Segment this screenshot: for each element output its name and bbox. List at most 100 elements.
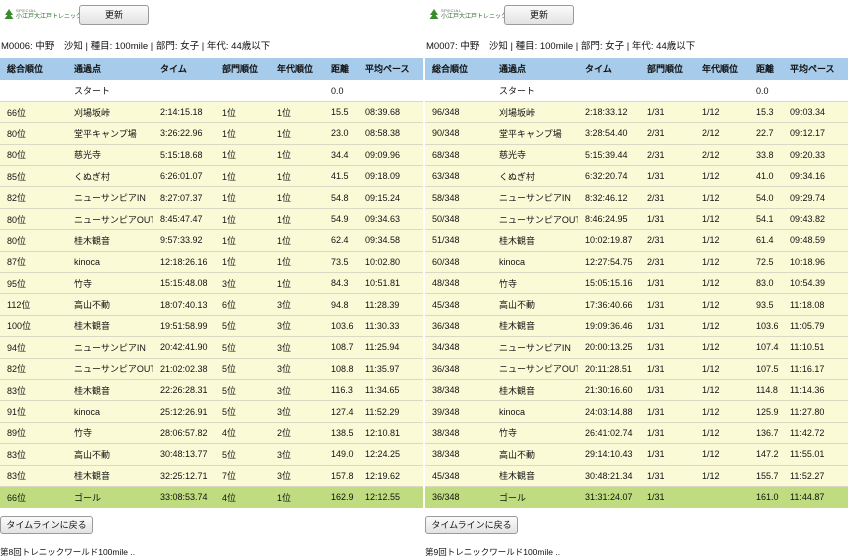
cell-split-time: 19:09:36.46 xyxy=(578,315,640,338)
cell-split-time: 6:26:01.07 xyxy=(153,165,215,188)
cell-split-time: 8:46:24.95 xyxy=(578,208,640,231)
cell-distance: 108.8 xyxy=(324,358,358,380)
cell-age-rank: 1/12 xyxy=(695,400,749,423)
cell-age-rank: 1/12 xyxy=(695,186,749,209)
cell-avg-pace: 09:20.33 xyxy=(783,144,848,167)
cell-distance: 41.0 xyxy=(749,165,783,188)
cell-avg-pace: 09:09.96 xyxy=(358,144,423,167)
event-logo: SPECIAL 小江戸大江戸トレニックワールド xyxy=(4,8,106,22)
cell-division-rank: 1位 xyxy=(215,144,270,167)
cell-age-rank: 2/12 xyxy=(695,122,749,145)
cell-distance: 72.5 xyxy=(749,251,783,274)
back-to-timeline-button[interactable]: タイムラインに戻る xyxy=(0,516,93,534)
split-table: 総合順位 通過点 タイム 部門順位 年代順位 距離 平均ペース スタート 0.0 96/348 刈… xyxy=(425,58,848,508)
cell-division-rank: 4位 xyxy=(215,422,270,445)
cell-avg-pace: 10:18.96 xyxy=(783,251,848,274)
cell-overall-rank: 82位 xyxy=(0,186,67,209)
cell-division-rank xyxy=(640,80,695,102)
split-table: 総合順位 通過点 タイム 部門順位 年代順位 距離 平均ペース スタート 0.0 66位 刈場坂峠… xyxy=(0,58,423,508)
cell-age-rank: 1位 xyxy=(270,186,324,209)
cell-checkpoint: 堂平キャンプ場 xyxy=(492,122,578,145)
cell-age-rank: 1位 xyxy=(270,165,324,188)
cell-checkpoint: kinoca xyxy=(67,400,153,423)
table-row: 48/348 竹寺 15:05:15.16 1/31 1/12 83.0 10:54.39 xyxy=(425,272,848,295)
footer-event-link[interactable]: 第8回トレニックワールド100mile .. xyxy=(0,547,136,557)
table-row: 96/348 刈場坂峠 2:18:33.12 1/31 1/12 15.3 09:03.34 xyxy=(425,101,848,124)
cell-age-rank: 2位 xyxy=(270,422,324,445)
cell-division-rank: 1/31 xyxy=(640,101,695,124)
cell-split-time xyxy=(153,80,215,102)
cell-checkpoint: 桂木観音 xyxy=(67,379,153,402)
cell-avg-pace: 11:35.97 xyxy=(358,358,423,380)
table-row: 63/348 くぬぎ村 6:32:20.74 1/31 1/12 41.0 09:34.16 xyxy=(425,165,848,188)
cell-checkpoint: 桂木観音 xyxy=(67,465,153,487)
cell-split-time: 5:15:39.44 xyxy=(578,144,640,167)
cell-checkpoint: kinoca xyxy=(492,251,578,274)
refresh-button[interactable]: 更新 xyxy=(79,5,149,25)
cell-split-time: 28:06:57.82 xyxy=(153,422,215,445)
cell-overall-rank: 85位 xyxy=(0,165,67,188)
cell-overall-rank: 80位 xyxy=(0,144,67,167)
column-header-distance: 距離 xyxy=(749,58,783,81)
cell-age-rank xyxy=(270,80,324,102)
top-bar: SPECIAL 小江戸大江戸トレニックワールド 更新 xyxy=(425,5,848,25)
cell-distance: 84.3 xyxy=(324,272,358,295)
cell-overall-rank: 50/348 xyxy=(425,208,492,231)
cell-checkpoint: スタート xyxy=(492,80,578,102)
cell-checkpoint: ニューサンピアIN xyxy=(67,336,153,359)
cell-overall-rank: 36/348 xyxy=(425,315,492,338)
cell-division-rank: 1位 xyxy=(215,101,270,124)
table-row: 82位 ニューサンピアIN 8:27:07.37 1位 1位 54.8 09:15.24 xyxy=(0,186,423,209)
cell-overall-rank: 112位 xyxy=(0,293,67,316)
cell-avg-pace: 09:34.58 xyxy=(358,229,423,252)
cell-overall-rank: 83位 xyxy=(0,443,67,466)
cell-avg-pace: 11:16.17 xyxy=(783,358,848,380)
cell-checkpoint: 高山不動 xyxy=(67,443,153,466)
cell-division-rank: 2/31 xyxy=(640,144,695,167)
cell-checkpoint: 刈場坂峠 xyxy=(492,101,578,124)
cell-distance: 93.5 xyxy=(749,293,783,316)
logo-small-text: SPECIAL xyxy=(16,8,37,13)
column-header-division-rank: 部門順位 xyxy=(215,58,270,81)
logo-small-text: SPECIAL xyxy=(441,8,462,13)
cell-overall-rank: 38/348 xyxy=(425,422,492,445)
cell-division-rank: 5位 xyxy=(215,358,270,380)
cell-split-time: 8:27:07.37 xyxy=(153,186,215,209)
cell-overall-rank: 80位 xyxy=(0,229,67,252)
column-header-split-time: タイム xyxy=(578,58,640,81)
cell-age-rank xyxy=(695,486,749,508)
cell-checkpoint: ニューサンピアOUT xyxy=(492,208,578,231)
cell-checkpoint: 堂平キャンプ場 xyxy=(67,122,153,145)
refresh-button[interactable]: 更新 xyxy=(504,5,574,25)
table-row: 50/348 ニューサンピアOUT 8:46:24.95 1/31 1/12 54.1 09… xyxy=(425,208,848,231)
cell-checkpoint: 桂木観音 xyxy=(492,465,578,487)
cell-overall-rank: 34/348 xyxy=(425,336,492,359)
cell-division-rank: 1位 xyxy=(215,165,270,188)
cell-checkpoint: 竹寺 xyxy=(492,422,578,445)
cell-age-rank: 1/12 xyxy=(695,208,749,231)
table-header-row: 総合順位 通過点 タイム 部門順位 年代順位 距離 平均ペース xyxy=(0,58,423,81)
cell-division-rank: 1/31 xyxy=(640,443,695,466)
cell-distance: 103.6 xyxy=(324,315,358,338)
cell-split-time: 2:18:33.12 xyxy=(578,101,640,124)
cell-avg-pace: 09:43.82 xyxy=(783,208,848,231)
cell-avg-pace: 10:51.81 xyxy=(358,272,423,295)
table-header-row: 総合順位 通過点 タイム 部門順位 年代順位 距離 平均ペース xyxy=(425,58,848,81)
cell-avg-pace: 09:34.63 xyxy=(358,208,423,231)
cell-split-time: 8:32:46.12 xyxy=(578,186,640,209)
cell-split-time: 12:27:54.75 xyxy=(578,251,640,274)
cell-checkpoint: 高山不動 xyxy=(492,443,578,466)
cell-split-time: 6:32:20.74 xyxy=(578,165,640,188)
cell-age-rank: 3位 xyxy=(270,400,324,423)
footer-event-link[interactable]: 第9回トレニックワールド100mile .. xyxy=(425,547,561,557)
cell-checkpoint: 慈光寺 xyxy=(67,144,153,167)
cell-distance: 103.6 xyxy=(749,315,783,338)
cell-overall-rank: 38/348 xyxy=(425,379,492,402)
cell-age-rank: 1位 xyxy=(270,272,324,295)
cell-overall-rank: 38/348 xyxy=(425,443,492,466)
cell-avg-pace: 11:42.72 xyxy=(783,422,848,445)
cell-checkpoint: ニューサンピアOUT xyxy=(67,358,153,380)
back-to-timeline-button[interactable]: タイムラインに戻る xyxy=(425,516,518,534)
cell-split-time: 26:41:02.74 xyxy=(578,422,640,445)
cell-split-time: 21:30:16.60 xyxy=(578,379,640,402)
